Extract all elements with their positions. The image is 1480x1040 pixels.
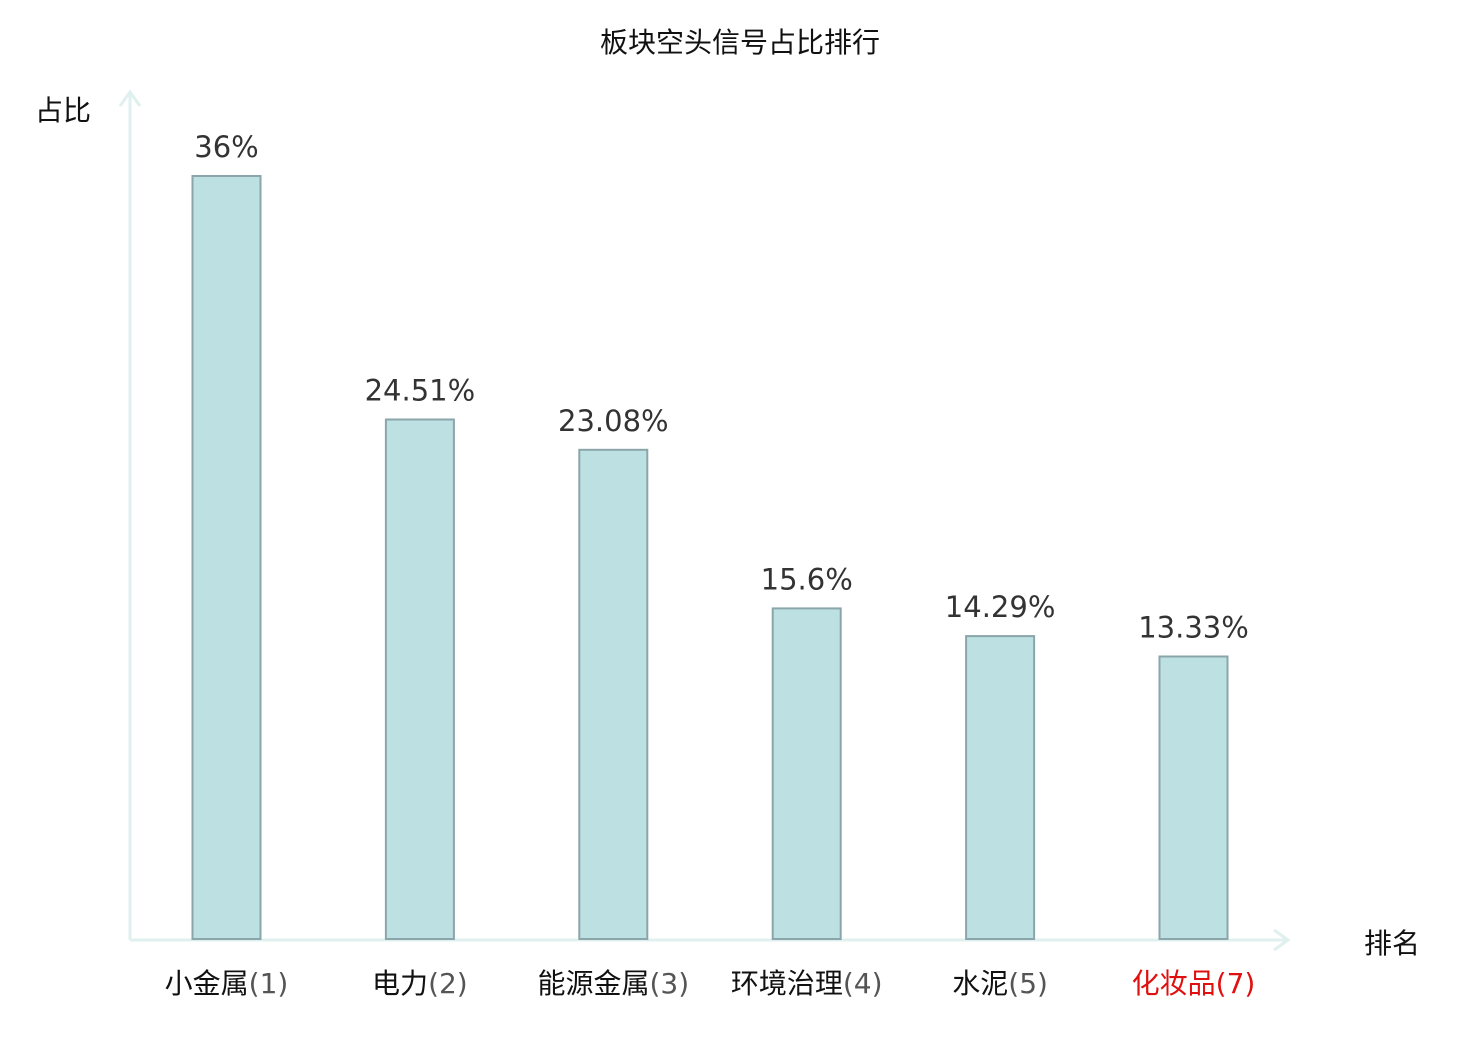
value-labels-group: 36% 24.51% 23.08% 15.6% 14.29% 13.33% <box>194 130 1249 645</box>
value-label-1: 36% <box>194 130 258 164</box>
chart-title: 板块空头信号占比排行 <box>600 26 880 59</box>
category-labels-group: 小金属(1) 电力(2) 能源金属(3) 环境治理(4) 水泥(5) 化妆品(7) <box>165 967 1256 1000</box>
bar-6 <box>1158 655 1229 940</box>
category-name-4: 环境治理 <box>731 967 843 1000</box>
value-label-2: 24.51% <box>365 374 476 408</box>
category-rank-6: (7) <box>1216 967 1256 1000</box>
value-label-5: 14.29% <box>945 590 1056 624</box>
category-name-1: 小金属 <box>165 967 249 1000</box>
value-label-3: 23.08% <box>558 404 669 438</box>
category-name-6: 化妆品 <box>1132 967 1216 1000</box>
y-axis-label: 占比 <box>35 94 91 127</box>
category-name-5: 水泥 <box>952 967 1008 1000</box>
category-name-2: 电力 <box>372 967 428 1000</box>
bar-3 <box>578 448 649 940</box>
axes <box>118 89 1291 952</box>
bar-4 <box>771 607 842 941</box>
value-label-6: 13.33% <box>1138 611 1249 645</box>
x-axis-arrow <box>1273 928 1291 952</box>
category-name-3: 能源金属 <box>537 967 649 1000</box>
bar-1 <box>191 175 262 940</box>
bar-5 <box>965 635 1036 940</box>
category-rank-2: (2) <box>428 967 468 1000</box>
category-label-2: 电力(2) <box>372 967 468 1000</box>
y-axis-arrow <box>118 89 142 107</box>
category-label-6: 化妆品(7) <box>1132 967 1256 1000</box>
category-rank-5: (5) <box>1008 967 1048 1000</box>
category-label-3: 能源金属(3) <box>537 967 689 1000</box>
category-label-4: 环境治理(4) <box>731 967 883 1000</box>
x-axis-label: 排名 <box>1364 927 1420 960</box>
bars-group <box>191 175 1229 941</box>
value-label-4: 15.6% <box>761 562 853 596</box>
category-rank-3: (3) <box>649 967 689 1000</box>
category-rank-4: (4) <box>843 967 883 1000</box>
category-label-1: 小金属(1) <box>165 967 289 1000</box>
category-rank-1: (1) <box>249 967 289 1000</box>
bar-2 <box>384 418 455 940</box>
category-label-5: 水泥(5) <box>952 967 1048 1000</box>
